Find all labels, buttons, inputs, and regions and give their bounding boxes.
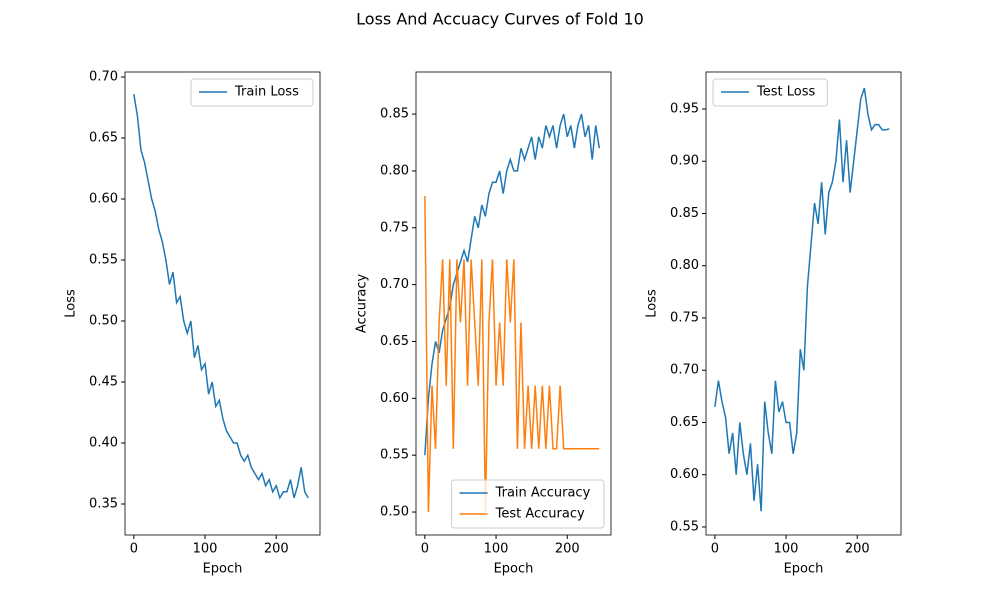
x-tick-label: 100: [193, 542, 218, 557]
x-tick-label: 0: [421, 542, 429, 557]
y-tick-label: 0.65: [380, 334, 409, 349]
y-tick-label: 0.40: [89, 436, 118, 451]
y-tick-label: 0.65: [89, 131, 118, 146]
plot-frame: [124, 71, 321, 536]
y-tick-label: 0.60: [89, 192, 118, 207]
y-tick-label: 0.50: [380, 505, 409, 520]
x-tick-label: 100: [774, 542, 799, 557]
y-tick-label: 0.50: [89, 314, 118, 329]
legend-label: Test Accuracy: [495, 507, 585, 522]
y-tick-label: 0.75: [670, 310, 699, 325]
y-tick-label: 0.80: [380, 163, 409, 178]
y-tick-label: 0.90: [670, 154, 699, 169]
y-tick-label: 0.55: [380, 448, 409, 463]
y-axis-label: Accuracy: [355, 274, 370, 334]
y-tick-label: 0.60: [670, 467, 699, 482]
x-axis-label: Epoch: [203, 562, 243, 577]
x-tick-label: 0: [130, 542, 138, 557]
legend-label: Test Loss: [756, 85, 815, 100]
y-tick-label: 0.95: [670, 101, 699, 116]
data-line: [424, 196, 600, 513]
y-tick-label: 0.85: [670, 206, 699, 221]
y-tick-label: 0.70: [380, 277, 409, 292]
x-tick-label: 200: [555, 542, 580, 557]
data-line: [424, 113, 601, 456]
legend-label: Train Loss: [234, 85, 299, 100]
y-axis-label: Loss: [645, 289, 660, 318]
x-tick-label: 200: [264, 542, 289, 557]
x-tick-label: 200: [845, 542, 870, 557]
legend-box: [190, 78, 314, 107]
y-axis-label: Loss: [64, 289, 79, 318]
y-tick-label: 0.85: [380, 107, 409, 122]
x-axis-label: Epoch: [784, 562, 824, 577]
y-tick-label: 0.60: [380, 391, 409, 406]
plot-frame: [705, 71, 902, 536]
x-tick-label: 0: [711, 542, 719, 557]
y-tick-label: 0.55: [89, 253, 118, 268]
data-line: [714, 87, 890, 512]
figure-title: Loss And Accuacy Curves of Fold 10: [356, 10, 644, 29]
y-tick-label: 0.65: [670, 415, 699, 430]
x-tick-label: 100: [484, 542, 509, 557]
y-tick-label: 0.75: [380, 220, 409, 235]
y-tick-label: 0.45: [89, 375, 118, 390]
x-axis-label: Epoch: [494, 562, 534, 577]
y-tick-label: 0.35: [89, 497, 118, 512]
y-tick-label: 0.55: [670, 519, 699, 534]
legend-box: [451, 479, 605, 529]
legend-label: Train Accuracy: [495, 486, 591, 501]
data-line: [133, 93, 309, 500]
legend-box: [712, 78, 828, 107]
plot-frame: [415, 71, 612, 536]
y-tick-label: 0.80: [670, 258, 699, 273]
y-tick-label: 0.70: [89, 70, 118, 85]
y-tick-label: 0.70: [670, 363, 699, 378]
